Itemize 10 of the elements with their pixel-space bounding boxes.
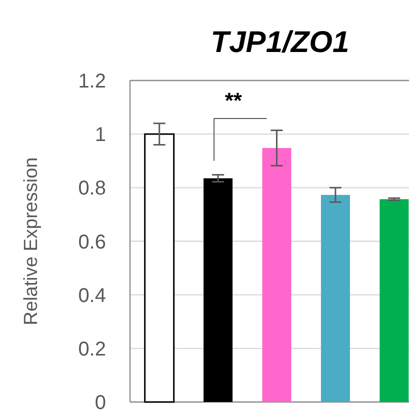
- y-axis-title: Relative Expression: [21, 157, 42, 326]
- y-tick-label: 1: [94, 124, 106, 146]
- y-tick-label: 0.6: [78, 231, 106, 254]
- y-tick-label: 1.2: [78, 70, 106, 92]
- y-tick-label: 0: [94, 392, 106, 414]
- annotation: **: [224, 88, 242, 113]
- y-tick-label: 0.2: [78, 338, 106, 360]
- y-tick-label: 0.4: [78, 284, 106, 307]
- chart-title: TJP1/ZO1: [210, 26, 350, 59]
- y-tick-label: 0.8: [78, 178, 106, 200]
